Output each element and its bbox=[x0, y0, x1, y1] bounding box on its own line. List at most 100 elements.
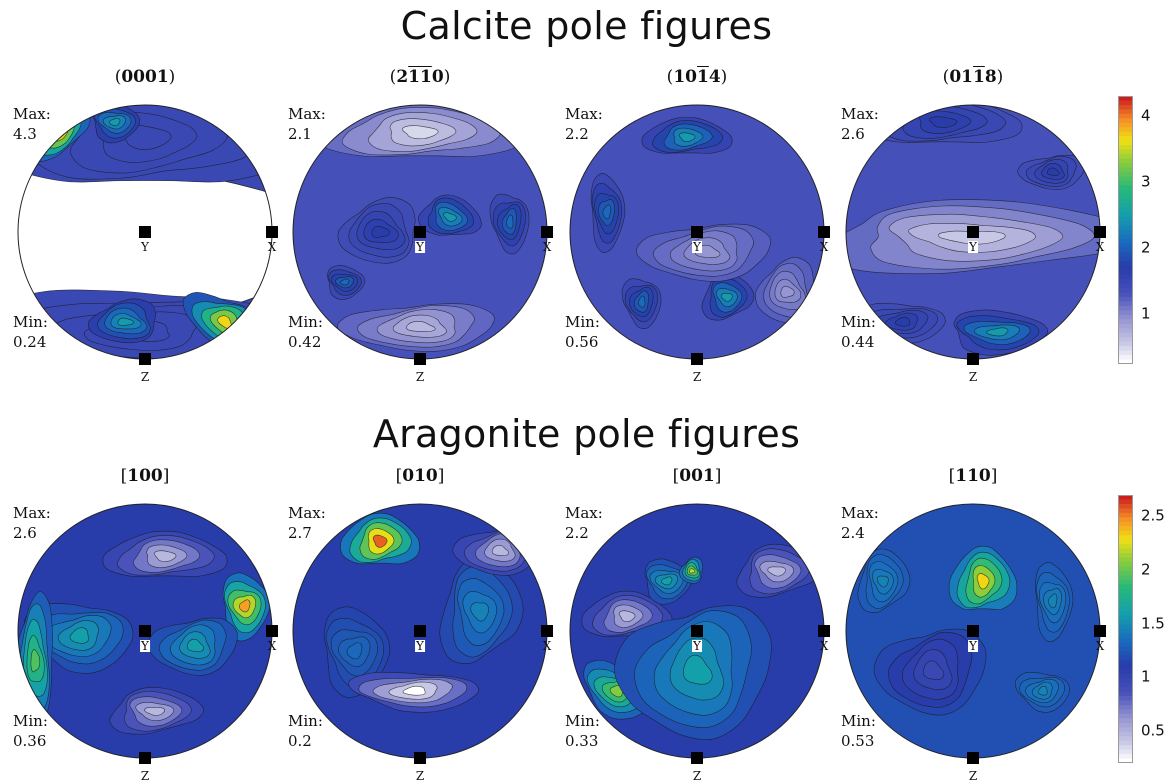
colorbar-segment bbox=[1118, 709, 1133, 715]
colorbar-segment bbox=[1118, 678, 1133, 684]
colorbar-segment bbox=[1118, 109, 1133, 115]
density-contour bbox=[767, 566, 786, 577]
colorbar-segment bbox=[1118, 323, 1133, 329]
y-axis-marker bbox=[139, 226, 151, 238]
colorbar-segment bbox=[1118, 158, 1133, 164]
colorbar-segment bbox=[1118, 310, 1133, 316]
x-axis-marker bbox=[541, 625, 553, 637]
min-value: 0.36 bbox=[13, 732, 47, 750]
colorbar-segment bbox=[1118, 655, 1133, 661]
colorbar-segment bbox=[1118, 131, 1133, 137]
colorbar-segment bbox=[1118, 646, 1133, 652]
colorbar-tick-label: 2 bbox=[1141, 238, 1151, 257]
colorbar-segment bbox=[1118, 234, 1133, 240]
colorbar-segment bbox=[1118, 194, 1133, 200]
title-index: 01 bbox=[949, 67, 973, 87]
axis-label-y: Y bbox=[140, 639, 150, 653]
colorbar-segment bbox=[1118, 687, 1133, 693]
colorbar-segment bbox=[1118, 691, 1133, 697]
axis-label-x: X bbox=[267, 639, 277, 653]
title-index: 110 bbox=[955, 466, 991, 486]
colorbar-segment bbox=[1118, 637, 1133, 643]
axis-label-z: Z bbox=[140, 769, 150, 783]
title-bracket-open: [ bbox=[395, 466, 403, 486]
axis-label-y: Y bbox=[968, 240, 978, 254]
density-contour bbox=[894, 316, 911, 327]
colorbar-segment bbox=[1118, 212, 1133, 218]
pole-figure-title: [100] bbox=[121, 468, 170, 485]
aragonite-section-title: Aragonite pole figures bbox=[372, 412, 801, 456]
colorbar-segment bbox=[1118, 588, 1133, 594]
colorbar-segment bbox=[1118, 100, 1133, 106]
title-index: 1 bbox=[696, 67, 709, 87]
title-bracket-close: ) bbox=[996, 67, 1004, 87]
density-contour bbox=[46, 126, 63, 137]
colorbar-segment bbox=[1118, 512, 1133, 518]
min-label: Min: bbox=[565, 313, 600, 331]
colorbar-segment bbox=[1118, 633, 1133, 639]
colorbar-segment bbox=[1118, 673, 1133, 679]
max-label: Max: bbox=[288, 105, 326, 123]
axis-label-z: Z bbox=[415, 370, 425, 384]
colorbar-segment bbox=[1118, 346, 1133, 352]
colorbar-segment bbox=[1118, 297, 1133, 303]
density-contour bbox=[217, 315, 233, 330]
density-contour bbox=[1046, 167, 1060, 176]
colorbar-segment bbox=[1118, 176, 1133, 182]
axis-label-z: Z bbox=[968, 769, 978, 783]
pole-figure-title: [001] bbox=[673, 468, 722, 485]
z-axis-marker bbox=[139, 353, 151, 365]
axis-label-z: Z bbox=[968, 370, 978, 384]
max-label: Max: bbox=[13, 504, 51, 522]
min-value: 0.56 bbox=[565, 333, 599, 351]
colorbar-segment bbox=[1118, 508, 1133, 514]
colorbar-segment bbox=[1118, 615, 1133, 621]
title-bracket-open: ( bbox=[666, 67, 674, 87]
density-contour bbox=[371, 225, 391, 238]
colorbar-segment bbox=[1118, 722, 1133, 728]
colorbar-segment bbox=[1118, 521, 1133, 527]
axis-label-y: Y bbox=[692, 240, 702, 254]
pole-figure-title: (1014) bbox=[667, 69, 728, 86]
colorbar-segment bbox=[1118, 624, 1133, 630]
title-bracket-close: ] bbox=[437, 466, 445, 486]
z-axis-marker bbox=[414, 752, 426, 764]
density-contour bbox=[689, 568, 696, 574]
min-value: 0.2 bbox=[288, 732, 312, 750]
colorbar-segment bbox=[1118, 207, 1133, 213]
colorbar-segment bbox=[1118, 328, 1133, 334]
colorbar-segment bbox=[1118, 611, 1133, 617]
axis-label-y: Y bbox=[415, 639, 425, 653]
colorbar-segment bbox=[1118, 203, 1133, 209]
colorbar-segment bbox=[1118, 104, 1133, 110]
y-axis-marker bbox=[139, 625, 151, 637]
max-value: 2.1 bbox=[288, 125, 312, 143]
y-axis-marker bbox=[967, 625, 979, 637]
max-value: 2.7 bbox=[288, 524, 312, 542]
colorbar-tick-label: 1.5 bbox=[1141, 614, 1165, 633]
max-value: 2.6 bbox=[841, 125, 865, 143]
density-contour bbox=[1037, 685, 1048, 696]
min-value: 0.44 bbox=[841, 333, 875, 351]
colorbar-segment bbox=[1118, 332, 1133, 338]
axis-label-z: Z bbox=[140, 370, 150, 384]
max-label: Max: bbox=[565, 105, 603, 123]
colorbar-segment bbox=[1118, 696, 1133, 702]
title-index: 10 bbox=[673, 67, 697, 87]
title-index: 010 bbox=[402, 466, 438, 486]
colorbar-segment bbox=[1118, 96, 1133, 102]
max-value: 2.6 bbox=[13, 524, 37, 542]
title-index: 8 bbox=[984, 67, 997, 87]
axis-label-x: X bbox=[542, 240, 552, 254]
colorbar-segment bbox=[1118, 265, 1133, 271]
title-index: 1 bbox=[408, 67, 420, 87]
colorbar-segment bbox=[1118, 216, 1133, 222]
min-label: Min: bbox=[841, 712, 876, 730]
colorbar-segment bbox=[1118, 301, 1133, 307]
density-contour bbox=[108, 117, 121, 126]
colorbar-segment bbox=[1118, 517, 1133, 523]
min-value: 0.53 bbox=[841, 732, 875, 750]
colorbar-segment bbox=[1118, 606, 1133, 612]
pole-figure-0-1 bbox=[292, 104, 553, 365]
colorbar-segment bbox=[1118, 225, 1133, 231]
